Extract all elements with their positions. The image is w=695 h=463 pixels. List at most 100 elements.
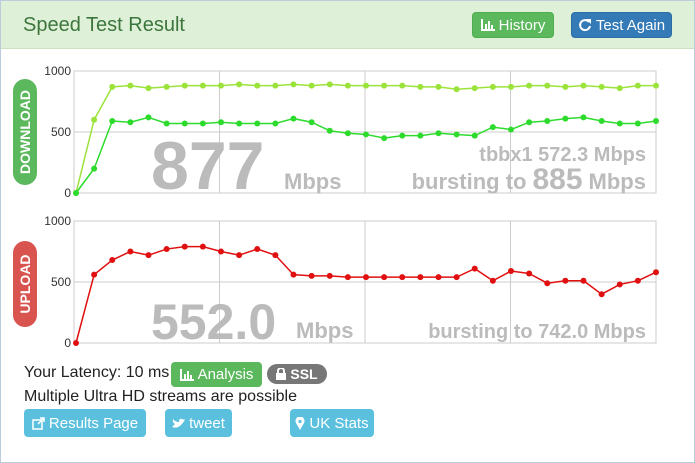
- point: [181, 82, 188, 89]
- y-tick-label: 1000: [44, 214, 71, 228]
- point: [199, 120, 206, 127]
- point: [254, 82, 261, 89]
- point: [381, 82, 388, 89]
- point: [381, 274, 388, 281]
- point: [399, 82, 406, 89]
- point: [272, 82, 279, 89]
- icon: [295, 416, 305, 430]
- point: [290, 271, 297, 278]
- point: [91, 116, 98, 123]
- point: [653, 82, 659, 89]
- point: [290, 81, 297, 88]
- point: [145, 85, 152, 92]
- point: [526, 270, 533, 277]
- point: [326, 127, 333, 134]
- y-tick-label: 0: [64, 186, 71, 200]
- download-side-label: DOWNLOAD: [13, 79, 37, 185]
- point: [435, 130, 442, 137]
- burst: bursting to 885 Mbps: [412, 163, 646, 196]
- history-button[interactable]: History: [472, 12, 554, 38]
- icon: [179, 368, 194, 381]
- point: [399, 132, 406, 139]
- point: [653, 118, 659, 125]
- point: [616, 281, 623, 288]
- point: [417, 274, 424, 281]
- icon: [32, 416, 45, 430]
- point: [616, 120, 623, 127]
- point: [580, 82, 587, 89]
- point: [308, 82, 315, 89]
- point: [91, 165, 98, 172]
- point: [109, 118, 116, 125]
- icon: [578, 19, 591, 32]
- point: [254, 120, 261, 127]
- label: DOWNLOAD: [17, 90, 33, 174]
- point: [127, 119, 134, 126]
- point: [163, 83, 170, 90]
- icon: [172, 418, 186, 428]
- label: Analysis: [197, 366, 254, 383]
- ssl-badge: SSL: [267, 364, 327, 384]
- point: [236, 120, 243, 127]
- point: [254, 246, 261, 253]
- point: [562, 115, 569, 122]
- y-tick-label: 0: [64, 336, 71, 350]
- point: [508, 83, 514, 90]
- point: [163, 120, 170, 127]
- point: [634, 82, 641, 89]
- point: [308, 272, 315, 279]
- point: [471, 265, 478, 272]
- burst-prefix: bursting to: [412, 169, 527, 194]
- label: SSL: [290, 366, 318, 382]
- point: [363, 274, 369, 281]
- icon: [480, 19, 495, 31]
- analysis-button[interactable]: Analysis: [171, 362, 262, 387]
- speed: 552.0: [151, 294, 276, 350]
- point: [580, 277, 587, 284]
- streams-note: Multiple Ultra HD streams are possible: [24, 388, 297, 405]
- point: [508, 268, 514, 275]
- uk-stats-button[interactable]: UK Stats: [290, 409, 374, 437]
- point: [290, 115, 297, 122]
- point: [181, 243, 188, 250]
- y-tick-label: 500: [51, 125, 71, 139]
- point: [417, 83, 424, 90]
- point: [598, 118, 605, 125]
- upload-side-label: UPLOAD: [13, 241, 37, 327]
- y-tick-label: 1000: [44, 64, 71, 78]
- point: [453, 131, 460, 138]
- point: [634, 277, 641, 284]
- point: [344, 274, 351, 281]
- point: [163, 246, 170, 253]
- speed: 877: [151, 128, 264, 204]
- point: [544, 280, 551, 287]
- point: [435, 274, 442, 281]
- point: [562, 83, 569, 90]
- test-again-button[interactable]: Test Again: [571, 12, 672, 38]
- burst-unit: Mbps: [589, 169, 646, 194]
- burst: bursting to 742.0 Mbps: [428, 321, 646, 343]
- point: [218, 82, 224, 89]
- point: [453, 86, 460, 93]
- point: [218, 248, 224, 255]
- tweet-button[interactable]: tweet: [165, 409, 232, 437]
- point: [109, 83, 116, 90]
- point: [127, 248, 134, 255]
- point: [272, 252, 279, 259]
- y-tick-label: 500: [51, 275, 71, 289]
- point: [417, 132, 424, 139]
- label: UK Stats: [309, 414, 369, 432]
- point: [344, 82, 351, 89]
- upload-chart: 0 500 1000 552.0 Mbps bursting to 742.0 Mbps: [44, 214, 659, 350]
- point: [127, 82, 134, 89]
- label: Test Again: [595, 16, 666, 34]
- point: [272, 120, 279, 127]
- results-page-button[interactable]: Results Page: [24, 409, 146, 437]
- point: [616, 85, 623, 92]
- point: [344, 130, 351, 137]
- label: History: [498, 16, 546, 34]
- speed-unit: Mbps: [296, 318, 353, 343]
- header: Speed Test Result History Test Again: [1, 1, 694, 49]
